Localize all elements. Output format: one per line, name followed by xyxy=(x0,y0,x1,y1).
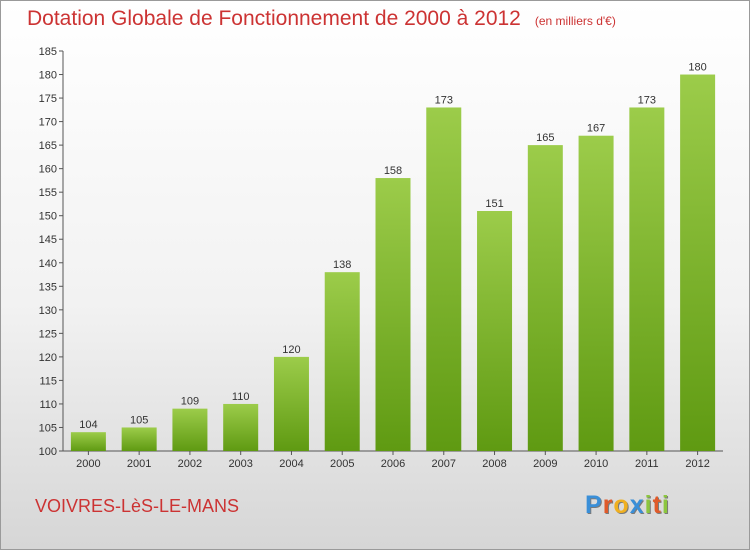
y-tick-label: 120 xyxy=(39,352,57,364)
y-tick-label: 160 xyxy=(39,164,57,176)
x-tick-label: 2010 xyxy=(584,458,608,470)
chart-title-text: Dotation Globale de Fonctionnement de 20… xyxy=(27,7,521,30)
bar-2001 xyxy=(121,427,157,451)
logo-letter: P xyxy=(585,491,603,519)
bar-2004 xyxy=(273,356,309,451)
x-tick-label: 2005 xyxy=(330,458,354,470)
x-tick-label: 2008 xyxy=(482,458,506,470)
bar-value-label: 173 xyxy=(638,94,656,106)
bar-value-label: 109 xyxy=(181,396,199,408)
y-tick-label: 170 xyxy=(39,117,57,129)
x-tick-label: 2012 xyxy=(685,458,709,470)
bar-value-label: 165 xyxy=(536,132,554,144)
logo-letter: r xyxy=(602,491,614,519)
bar-value-label: 110 xyxy=(232,391,250,403)
bar-2000 xyxy=(70,432,106,451)
bar-value-label: 151 xyxy=(485,198,503,210)
x-tick-label: 2001 xyxy=(127,458,151,470)
logo-letter: o xyxy=(613,491,630,519)
x-tick-label: 2009 xyxy=(533,458,557,470)
bar-value-label: 180 xyxy=(688,62,706,74)
y-tick-label: 155 xyxy=(39,187,57,199)
bar-value-label: 158 xyxy=(384,165,402,177)
y-tick-label: 185 xyxy=(39,46,57,58)
x-tick-label: 2007 xyxy=(432,458,456,470)
bar-2003 xyxy=(223,403,259,451)
x-tick-label: 2006 xyxy=(381,458,405,470)
x-tick-label: 2011 xyxy=(635,458,659,470)
y-tick-label: 135 xyxy=(39,281,57,293)
bar-2002 xyxy=(172,408,208,451)
y-tick-label: 180 xyxy=(39,70,57,82)
logo-letter: i xyxy=(644,491,653,519)
y-tick-label: 140 xyxy=(39,258,57,270)
x-tick-label: 2004 xyxy=(279,458,303,470)
chart-title: Dotation Globale de Fonctionnement de 20… xyxy=(27,7,616,31)
x-tick-label: 2000 xyxy=(76,458,100,470)
y-tick-label: 100 xyxy=(39,446,57,458)
proxiti-logo: Proxiti xyxy=(585,491,670,520)
logo-letter: x xyxy=(629,491,645,519)
bar-2006 xyxy=(375,178,411,451)
logo-letter: i xyxy=(661,491,670,519)
bar-value-label: 138 xyxy=(333,259,351,271)
y-tick-label: 105 xyxy=(39,422,57,434)
bars xyxy=(70,74,716,452)
y-tick-label: 145 xyxy=(39,234,57,246)
logo-letter: t xyxy=(652,491,662,519)
chart-subtitle: (en milliers d'€) xyxy=(534,14,616,28)
bar-2012 xyxy=(680,74,716,451)
bar-value-label: 104 xyxy=(79,419,97,431)
bar-2007 xyxy=(426,107,462,452)
bar-2005 xyxy=(324,272,360,451)
y-tick-label: 150 xyxy=(39,211,57,223)
y-tick-label: 125 xyxy=(39,328,57,340)
x-tick-label: 2003 xyxy=(228,458,252,470)
municipality-name: VOIVRES-LèS-LE-MANS xyxy=(35,496,240,516)
bar-value-label: 105 xyxy=(130,414,148,426)
bar-2010 xyxy=(578,135,614,452)
bar-2008 xyxy=(477,211,513,451)
bar-2011 xyxy=(629,107,665,452)
y-tick-label: 165 xyxy=(39,140,57,152)
y-tick-label: 115 xyxy=(39,375,57,387)
bar-2009 xyxy=(527,145,563,451)
y-tick-label: 110 xyxy=(39,399,57,411)
value-labels: 104 105 109 110 120 138 158 173 151 165 167 173 180 xyxy=(79,62,707,432)
bar-value-label: 167 xyxy=(587,123,605,135)
x-tick-label: 2002 xyxy=(178,458,202,470)
bar-value-label: 120 xyxy=(282,344,300,356)
y-tick-label: 130 xyxy=(39,305,57,317)
y-tick-label: 175 xyxy=(39,93,57,105)
bar-value-label: 173 xyxy=(435,94,453,106)
